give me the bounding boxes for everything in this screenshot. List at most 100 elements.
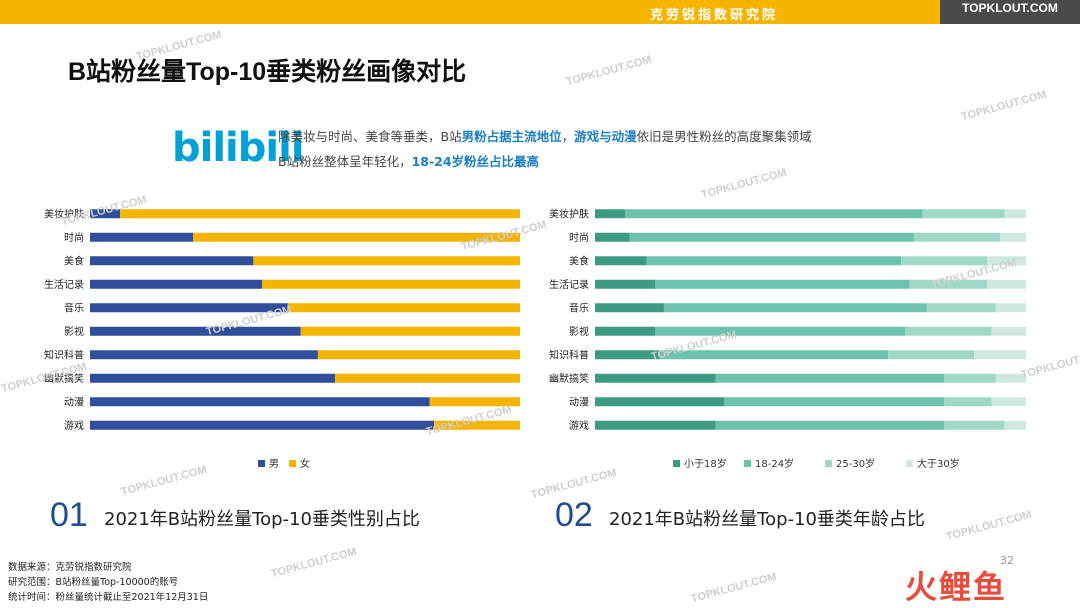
- category-label: 知识科普: [44, 348, 84, 361]
- bar-segment: [90, 373, 336, 383]
- watermark: TOPKLOUT.COM: [689, 570, 778, 606]
- bar-segment: [335, 373, 520, 383]
- caption-number-1: 01: [50, 496, 88, 534]
- bar-segment: [987, 256, 1026, 266]
- footer-source: 数据来源：克劳锐指数研究院: [8, 562, 132, 573]
- bar-segment: [922, 209, 1005, 219]
- legend-label: 大于30岁: [917, 457, 960, 470]
- bar-segment: [655, 326, 906, 336]
- category-label: 音乐: [569, 301, 589, 314]
- bar-segment: [944, 420, 1005, 430]
- caption-1: 2021年B站粉丝量Top-10垂类性别占比: [104, 509, 420, 530]
- bar-segment: [595, 373, 716, 383]
- summary-line-2: B站粉丝整体呈年轻化，18-24岁粉丝占比最高: [278, 154, 540, 169]
- category-label: 知识科普: [549, 348, 589, 361]
- bar-segment: [90, 209, 121, 219]
- bar-segment: [90, 326, 301, 336]
- legend-label: 18-24岁: [755, 457, 794, 470]
- category-label: 时尚: [64, 231, 84, 244]
- footer-scope: 研究范围：B站粉丝量Top-10000的账号: [8, 577, 179, 588]
- bar-segment: [646, 256, 902, 266]
- category-label: 动漫: [64, 396, 84, 408]
- bar-segment: [659, 350, 889, 360]
- corner-logo: 火鲤鱼: [905, 568, 1008, 606]
- bar-segment: [595, 209, 626, 219]
- bar-segment: [253, 256, 520, 266]
- legend-swatch: [673, 460, 680, 467]
- bar-segment: [90, 350, 318, 360]
- category-label: 影视: [64, 325, 84, 338]
- bar-segment: [595, 303, 664, 313]
- bar-segment: [888, 350, 975, 360]
- legend-label: 男: [269, 458, 279, 470]
- bar-segment: [595, 420, 716, 430]
- category-label: 音乐: [64, 301, 84, 314]
- bar-segment: [90, 420, 434, 430]
- bar-segment: [1000, 232, 1026, 242]
- watermark: TOPKLOUT.COM: [269, 545, 358, 581]
- bar-segment: [909, 279, 988, 289]
- bar-segment: [595, 256, 647, 266]
- caption-number-2: 02: [555, 496, 593, 534]
- legend-swatch: [258, 460, 265, 467]
- bar-segment: [995, 303, 1026, 313]
- bilibili-logo: bilibili: [172, 125, 305, 171]
- bar-segment: [905, 326, 992, 336]
- org-name: 克劳锐指数研究院: [650, 8, 779, 23]
- bar-segment: [991, 326, 1026, 336]
- bar-segment: [926, 303, 996, 313]
- bar-segment: [90, 256, 254, 266]
- bar-segment: [317, 350, 520, 360]
- footer-notes: 数据来源：克劳锐指数研究院 研究范围：B站粉丝量Top-10000的账号 统计时…: [8, 560, 208, 605]
- bar-segment: [595, 350, 660, 360]
- legend-swatch: [825, 460, 832, 467]
- legend-label: 25-30岁: [836, 457, 875, 470]
- bar-segment: [663, 303, 927, 313]
- bar-segment: [987, 279, 1026, 289]
- caption-2: 2021年B站粉丝量Top-10垂类年龄占比: [609, 509, 925, 530]
- category-label: 动漫: [569, 396, 589, 408]
- category-label: 美妆护肤: [44, 207, 84, 220]
- legend-swatch: [744, 460, 751, 467]
- category-label: 生活记录: [44, 278, 84, 291]
- bar-segment: [262, 279, 520, 289]
- footer-time: 统计时间：粉丝量统计截止至2021年12月31日: [8, 592, 209, 603]
- bar-segment: [595, 232, 630, 242]
- bar-segment: [595, 279, 656, 289]
- bar-segment: [913, 232, 1001, 242]
- bar-segment: [595, 397, 725, 407]
- page-title: B站粉丝量Top-10垂类粉丝画像对比: [68, 58, 467, 86]
- legend-label: 女: [300, 457, 310, 470]
- bar-segment: [287, 303, 520, 313]
- category-label: 生活记录: [549, 278, 589, 291]
- bar-segment: [120, 209, 520, 219]
- top-bar: 克劳锐指数研究院 TOPKLOUT.COM: [0, 0, 1080, 24]
- category-label: 幽默搞笑: [44, 372, 84, 385]
- page-number: 32: [1000, 554, 1014, 567]
- bar-segment: [995, 373, 1026, 383]
- bar-segment: [193, 232, 520, 242]
- brand-logo: TOPKLOUT.COM: [940, 0, 1080, 24]
- bar-segment: [90, 303, 288, 313]
- category-label: 美食: [569, 254, 589, 267]
- category-label: 美食: [64, 254, 84, 267]
- bar-segment: [715, 420, 945, 430]
- category-label: 游戏: [569, 419, 589, 432]
- summary-text: 除美妆与时尚、美食等垂类，B站男粉占据主流地位，游戏与动漫依旧是男性粉丝的高度聚…: [278, 124, 812, 174]
- bar-segment: [974, 350, 1026, 360]
- category-label: 游戏: [64, 419, 84, 432]
- bar-segment: [944, 373, 996, 383]
- bar-segment: [655, 279, 910, 289]
- bar-segment: [434, 420, 520, 430]
- bar-segment: [300, 326, 520, 336]
- bar-segment: [991, 397, 1026, 407]
- category-label: 影视: [569, 325, 589, 338]
- bar-segment: [944, 397, 992, 407]
- bar-segment: [625, 209, 923, 219]
- bar-segment: [715, 373, 945, 383]
- category-label: 时尚: [569, 231, 589, 244]
- legend-swatch: [289, 460, 296, 467]
- watermark: TOPKLOUT.COM: [959, 88, 1048, 124]
- bar-segment: [429, 397, 520, 407]
